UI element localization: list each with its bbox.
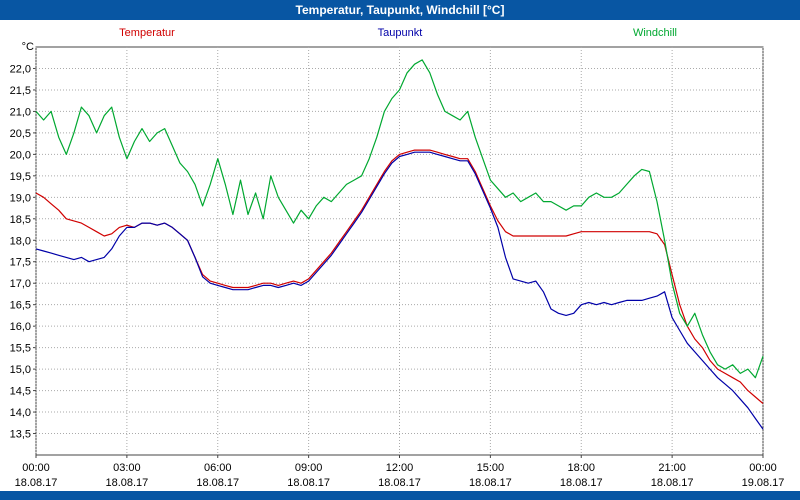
y-tick-label: 14,0 bbox=[10, 407, 31, 419]
y-tick-label: 22,0 bbox=[10, 63, 31, 75]
y-tick-label: 19,0 bbox=[10, 192, 31, 204]
x-tick-date-label: 18.08.17 bbox=[469, 477, 512, 489]
x-tick-time-label: 06:00 bbox=[204, 462, 232, 474]
x-tick-date-label: 18.08.17 bbox=[378, 477, 421, 489]
y-tick-label: 18,5 bbox=[10, 214, 31, 226]
y-tick-label: 21,0 bbox=[10, 106, 31, 118]
x-tick-date-label: 19.08.17 bbox=[742, 477, 785, 489]
x-tick-time-label: 21:00 bbox=[658, 462, 686, 474]
legend-windchill: Windchill bbox=[633, 27, 677, 39]
y-tick-label: 13,5 bbox=[10, 429, 31, 441]
x-tick-time-label: 09:00 bbox=[295, 462, 323, 474]
x-tick-time-label: 18:00 bbox=[567, 462, 595, 474]
x-tick-date-label: 18.08.17 bbox=[105, 477, 148, 489]
y-tick-label: 16,0 bbox=[10, 321, 31, 333]
x-tick-date-label: 18.08.17 bbox=[651, 477, 694, 489]
y-tick-label: 15,5 bbox=[10, 343, 31, 355]
series-line-windchill bbox=[35, 59, 764, 379]
y-tick-label: 16,5 bbox=[10, 300, 31, 312]
x-tick-time-label: 15:00 bbox=[477, 462, 505, 474]
y-tick-label: 14,5 bbox=[10, 386, 31, 398]
y-tick-label: 20,0 bbox=[10, 149, 31, 161]
y-axis-unit-label: °C bbox=[22, 41, 34, 53]
x-tick-time-label: 00:00 bbox=[22, 462, 50, 474]
x-tick-date-label: 18.08.17 bbox=[196, 477, 239, 489]
y-tick-label: 18,0 bbox=[10, 235, 31, 247]
series-line-taupunkt bbox=[35, 151, 764, 430]
y-tick-label: 17,5 bbox=[10, 257, 31, 269]
x-tick-date-label: 18.08.17 bbox=[15, 477, 58, 489]
y-tick-label: 21,5 bbox=[10, 85, 31, 97]
line-chart: °C Temperatur Taupunkt Windchill 13,5 14,… bbox=[10, 27, 785, 489]
x-tick-time-label: 00:00 bbox=[749, 462, 777, 474]
window-title: Temperatur, Taupunkt, Windchill [°C] bbox=[295, 3, 505, 17]
x-tick-time-label: 03:00 bbox=[113, 462, 141, 474]
y-tick-label: 17,0 bbox=[10, 278, 31, 290]
window-titlebar: Temperatur, Taupunkt, Windchill [°C] bbox=[0, 0, 800, 20]
x-tick-date-label: 18.08.17 bbox=[560, 477, 603, 489]
window-bottom-edge bbox=[0, 491, 800, 500]
x-tick-time-label: 12:00 bbox=[386, 462, 414, 474]
y-tick-label: 20,5 bbox=[10, 128, 31, 140]
x-tick-date-label: 18.08.17 bbox=[287, 477, 330, 489]
y-tick-label: 19,5 bbox=[10, 171, 31, 183]
y-tick-label: 15,0 bbox=[10, 364, 31, 376]
legend-temperatur: Temperatur bbox=[119, 27, 175, 39]
legend-taupunkt: Taupunkt bbox=[378, 27, 423, 39]
